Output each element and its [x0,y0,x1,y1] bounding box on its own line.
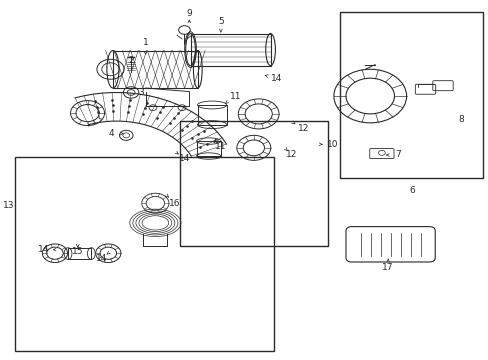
Text: 10: 10 [326,140,338,149]
Text: 13: 13 [2,201,14,210]
Bar [15,157,274,351]
Bar [197,105,226,125]
Text: 9: 9 [186,9,192,18]
Text: 5: 5 [218,17,224,26]
Text: 8: 8 [457,115,463,124]
Bar [339,12,482,178]
Text: 1: 1 [142,38,148,47]
Text: 4: 4 [109,129,114,138]
Text: 12: 12 [297,124,308,133]
Text: 14: 14 [270,74,282,83]
Text: 14: 14 [38,245,49,254]
Text: 14: 14 [96,254,107,263]
Text: 6: 6 [409,186,414,195]
Bar [113,50,198,88]
Bar [179,121,327,246]
Text: 2: 2 [128,56,134,65]
Bar [190,33,270,66]
Text: 11: 11 [229,91,241,100]
Text: 3: 3 [138,88,143,97]
Text: 16: 16 [169,199,180,208]
Text: 7: 7 [394,150,400,159]
Text: 17: 17 [382,263,393,272]
Text: 12: 12 [285,150,296,159]
Bar [68,248,91,259]
Text: 15: 15 [72,247,83,256]
Bar [196,141,221,156]
Text: 14: 14 [179,154,190,163]
Text: 11: 11 [215,141,226,150]
